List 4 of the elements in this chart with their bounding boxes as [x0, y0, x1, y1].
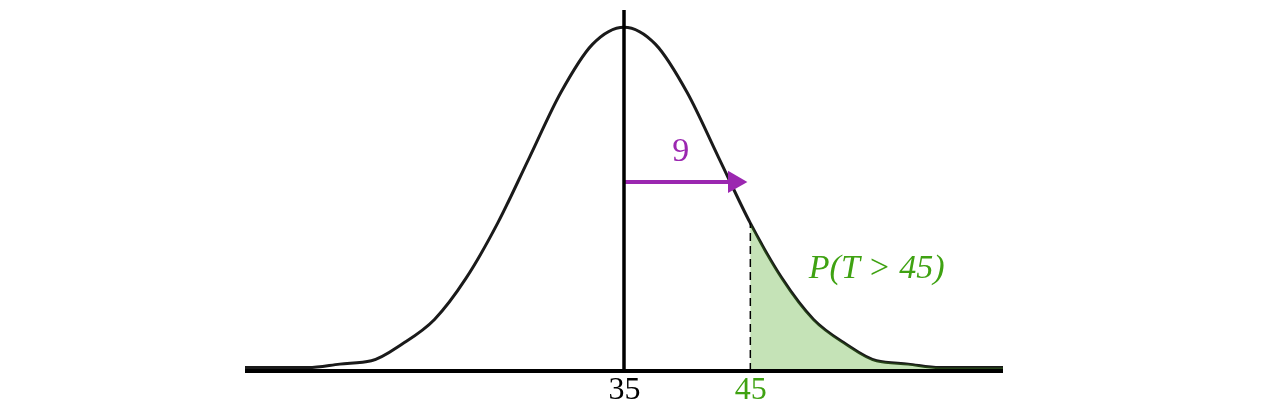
x-tick-label: 35 — [608, 369, 641, 406]
annotation: 9 — [672, 130, 690, 168]
annotation: P(T > 45) — [807, 247, 945, 286]
x-tick-label: 45 — [734, 369, 767, 406]
